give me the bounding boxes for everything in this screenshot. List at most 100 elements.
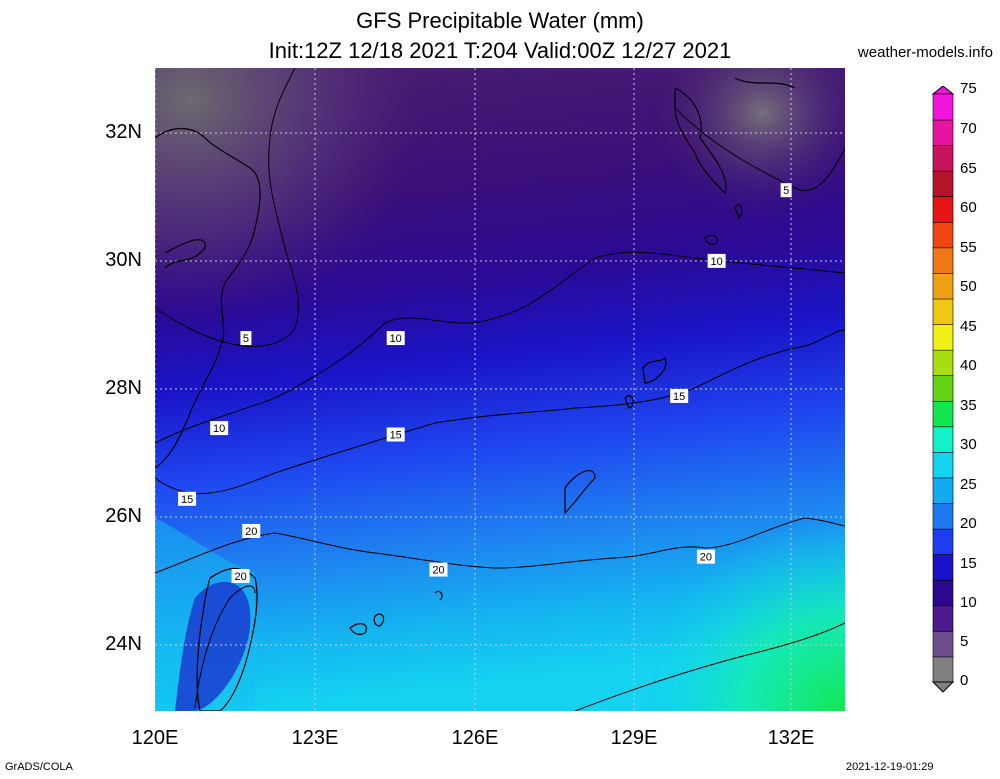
shikoku-coast <box>734 77 796 89</box>
chart-title: GFS Precipitable Water (mm) <box>356 8 644 33</box>
svg-text:15: 15 <box>673 391 685 403</box>
colorbar-segment <box>932 553 954 581</box>
precipitable-water-map: 5 5 10 10 10 15 15 15 20 20 20 20 <box>155 68 845 711</box>
cb-label-30: 30 <box>960 436 977 453</box>
cb-label-40: 40 <box>960 357 977 374</box>
yaeyama-island-2 <box>373 613 385 627</box>
kyushu-coast <box>674 87 727 195</box>
contour-label: 10 <box>707 253 726 268</box>
miyako-island <box>434 590 443 601</box>
colorbar-segment <box>932 298 954 325</box>
footer-timestamp: 2021-12-19-01:29 <box>846 761 934 773</box>
colorbar-segment <box>932 374 954 402</box>
lon-label-132e: 132E <box>767 727 815 749</box>
china-inlet <box>164 239 207 269</box>
colorbar-segment <box>932 144 954 172</box>
colorbar-segment <box>932 477 954 504</box>
svg-text:20: 20 <box>234 571 246 583</box>
lon-label-129e: 129E <box>610 727 658 749</box>
tanegashima-island <box>704 234 719 245</box>
footer-software-credit: GrADS/COLA <box>5 761 73 773</box>
lat-label-32n: 32N <box>105 121 142 143</box>
contour-label: 20 <box>231 568 250 583</box>
china-coast <box>155 128 261 469</box>
contour-label: 5 <box>240 331 252 346</box>
contour-label: 10 <box>210 421 229 436</box>
svg-text:20: 20 <box>245 526 257 538</box>
colorbar-segment <box>932 528 954 555</box>
contour-labels: 5 5 10 10 10 15 15 15 20 20 20 20 <box>178 183 792 583</box>
colorbar-segment <box>932 170 954 198</box>
cb-label-50: 50 <box>960 278 977 295</box>
colorbar-segment <box>932 323 954 351</box>
contour-label: 15 <box>670 388 689 403</box>
svg-text:15: 15 <box>181 494 193 506</box>
colorbar-segment <box>932 93 954 121</box>
contour-25-se <box>574 622 845 711</box>
svg-text:20: 20 <box>700 552 712 564</box>
colorbar-segment <box>932 451 954 479</box>
taiwan-dry-lee <box>175 581 251 711</box>
svg-text:10: 10 <box>390 333 402 345</box>
cb-label-55: 55 <box>960 239 977 256</box>
cb-label-70: 70 <box>960 120 977 137</box>
okinawa-island <box>564 470 596 515</box>
svg-text:5: 5 <box>783 185 789 197</box>
cb-label-60: 60 <box>960 199 977 216</box>
lon-label-120e: 120E <box>131 727 179 749</box>
site-credit: weather-models.info <box>857 44 993 61</box>
colorbar-segment <box>932 426 954 453</box>
contour-label: 15 <box>386 427 405 442</box>
lon-label-126e: 126E <box>451 727 499 749</box>
amami-island <box>624 395 634 409</box>
colorbar-segment <box>932 221 954 249</box>
contour-label: 10 <box>386 331 405 346</box>
coastlines <box>155 77 796 711</box>
contour-15 <box>155 329 845 494</box>
contour-label: 20 <box>242 523 261 538</box>
contour-label: 15 <box>178 491 197 506</box>
tokara-island <box>642 356 667 384</box>
yakushima-island <box>734 204 743 219</box>
colorbar-segment <box>932 502 954 530</box>
colorbar-segment <box>932 400 954 428</box>
graticule <box>155 68 845 711</box>
colorbar-segment <box>932 272 954 300</box>
yaeyama-island-1 <box>349 623 367 635</box>
colorbar-segment <box>932 630 954 658</box>
colorbar-segment <box>932 579 954 607</box>
cb-label-5: 5 <box>960 633 969 650</box>
cb-label-35: 35 <box>960 397 977 414</box>
colorbar <box>931 86 955 693</box>
colorbar-segment <box>932 349 954 377</box>
colorbar-segment <box>932 605 954 632</box>
cb-label-45: 45 <box>960 318 977 335</box>
cb-label-10: 10 <box>960 594 977 611</box>
contour-5-west <box>155 68 299 347</box>
contour-label: 20 <box>696 549 715 564</box>
cb-label-0: 0 <box>960 672 969 689</box>
colorbar-segment <box>932 656 954 683</box>
cb-label-75: 75 <box>960 80 977 97</box>
contour-label: 5 <box>780 183 792 198</box>
cb-label-15: 15 <box>960 555 977 572</box>
lat-label-24n: 24N <box>105 633 142 655</box>
colorbar-segment <box>932 119 954 146</box>
lat-label-28n: 28N <box>105 377 142 399</box>
taiwan-coast <box>196 568 258 711</box>
svg-text:10: 10 <box>711 256 723 268</box>
svg-text:10: 10 <box>213 423 225 435</box>
contour-label: 20 <box>429 562 448 577</box>
svg-text:20: 20 <box>432 565 444 577</box>
colorbar-segment <box>932 247 954 274</box>
colorbar-top-arrow <box>931 86 955 95</box>
cb-label-20: 20 <box>960 515 977 532</box>
cb-label-65: 65 <box>960 160 977 177</box>
lon-label-123e: 123E <box>291 727 339 749</box>
cb-label-25: 25 <box>960 476 977 493</box>
contour-lines <box>155 68 845 711</box>
lat-label-26n: 26N <box>105 505 142 527</box>
contour-20-main <box>155 517 845 574</box>
colorbar-segment <box>932 195 954 223</box>
lat-label-30n: 30N <box>105 249 142 271</box>
